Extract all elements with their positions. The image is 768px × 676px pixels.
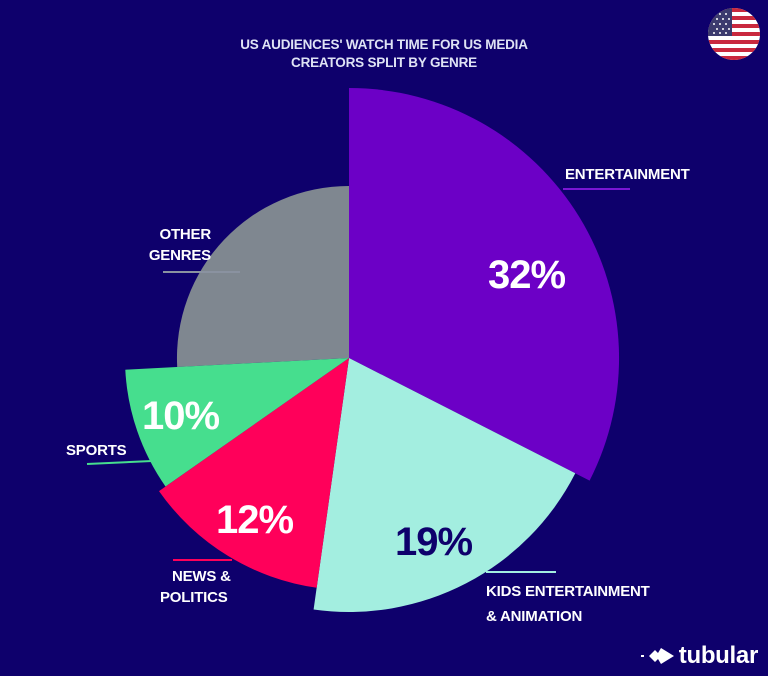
slice-sports	[125, 358, 349, 487]
us-flag-icon	[708, 8, 760, 60]
entertainment-percent: 32%	[488, 253, 566, 297]
slice-other-genres	[176, 186, 349, 367]
news-politics-label-line-1: NEWS &	[172, 568, 231, 585]
entertainment-label: ENTERTAINMENT	[565, 164, 690, 185]
slice-news-politics	[159, 358, 349, 588]
other-genres-label: OTHER GENRES	[149, 224, 211, 266]
tubular-arrow-icon	[640, 648, 674, 664]
sports-label-text: SPORTS	[66, 442, 127, 459]
brand-name: tubular	[678, 642, 759, 669]
sports-leader-line	[86, 460, 153, 465]
slice-kids-entertainment	[313, 358, 576, 612]
other-genres-label-line-1: OTHER	[159, 226, 211, 243]
kids-label-line-2: & ANIMATION	[486, 608, 583, 625]
news-politics-label: NEWS & POLITICS	[160, 566, 231, 608]
other-genres-label-line-2: GENRES	[148, 247, 211, 264]
kids-entertainment-label: KIDS ENTERTAINMENT & ANIMATION	[486, 579, 650, 629]
chart-title: US AUDIENCES' WATCH TIME FOR US MEDIA CR…	[0, 36, 768, 72]
tubular-logo: tubular	[640, 642, 759, 670]
chart-title-line-2: CREATORS SPLIT BY GENRE	[291, 55, 477, 70]
kids-label-line-1: KIDS ENTERTAINMENT	[486, 583, 650, 600]
slice-entertainment	[349, 88, 620, 481]
sports-percent: 10%	[142, 394, 220, 438]
kids-percent: 19%	[395, 520, 473, 564]
sports-label: SPORTS	[66, 440, 127, 461]
news-politics-label-line-2: POLITICS	[160, 589, 228, 606]
news-percent: 12%	[216, 498, 294, 542]
entertainment-label-text: ENTERTAINMENT	[565, 166, 690, 183]
chart-title-line-1: US AUDIENCES' WATCH TIME FOR US MEDIA	[240, 37, 528, 52]
